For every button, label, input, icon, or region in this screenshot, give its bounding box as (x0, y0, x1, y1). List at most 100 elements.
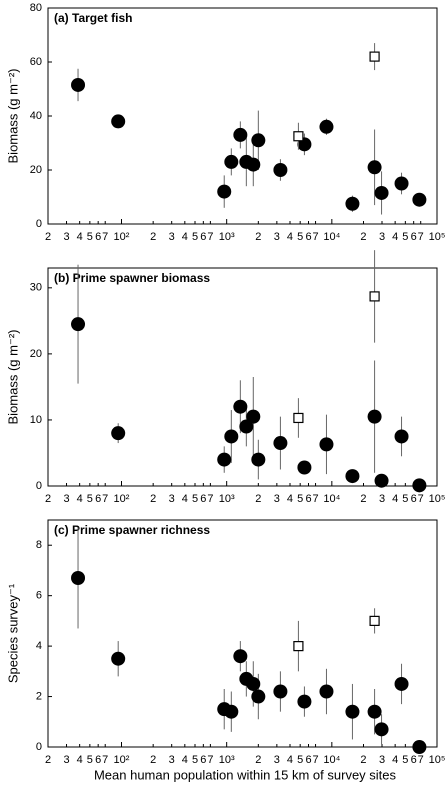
y-axis-label: Biomass (g m⁻²) (5, 69, 20, 164)
x-tick-label: 10² (114, 754, 130, 766)
point (374, 185, 389, 200)
point (319, 119, 334, 134)
point (111, 114, 126, 129)
x-tick-label: 5 (402, 231, 408, 243)
x-tick-label: 6 (411, 493, 417, 505)
y-tick-label: 4 (36, 640, 42, 652)
point (345, 469, 360, 484)
point (412, 478, 427, 493)
x-tick-label: 4 (287, 231, 293, 243)
x-tick-label: 4 (287, 754, 293, 766)
point (71, 77, 86, 92)
point (217, 184, 232, 199)
x-tick-label: 7 (312, 754, 318, 766)
x-tick-label: 10⁵ (429, 754, 446, 766)
x-tick-label: 6 (200, 493, 206, 505)
x-tick-label: 7 (418, 493, 424, 505)
y-tick-label: 20 (30, 164, 42, 176)
x-tick-label: 3 (274, 493, 280, 505)
x-tick-label: 5 (192, 754, 198, 766)
y-tick-label: 80 (30, 2, 42, 14)
point (251, 452, 266, 467)
x-tick-label: 2 (45, 231, 51, 243)
x-tick-label: 7 (207, 231, 213, 243)
x-tick-label: 6 (305, 493, 311, 505)
x-tick-label: 2 (360, 754, 366, 766)
point (374, 722, 389, 737)
x-tick-label: 4 (182, 754, 188, 766)
x-tick-label: 2 (255, 231, 261, 243)
panel-title: (b) Prime spawner biomass (54, 271, 210, 285)
plot-frame (47, 519, 438, 748)
x-tick-label: 3 (63, 231, 69, 243)
x-tick-label: 5 (192, 231, 198, 243)
x-tick-label: 7 (207, 493, 213, 505)
y-tick-label: 0 (36, 480, 42, 492)
y-tick-label: 6 (36, 590, 42, 602)
x-tick-label: 4 (77, 493, 83, 505)
y-tick-label: 30 (30, 282, 42, 294)
x-tick-label: 6 (95, 493, 101, 505)
point (367, 160, 382, 175)
point (319, 684, 334, 699)
point (233, 127, 248, 142)
point (224, 704, 239, 719)
point (246, 409, 261, 424)
x-tick-label: 5 (87, 493, 93, 505)
x-tick-label: 5 (87, 231, 93, 243)
x-tick-label: 4 (182, 231, 188, 243)
point (233, 649, 248, 664)
x-tick-label: 5 (192, 493, 198, 505)
x-tick-label: 2 (150, 754, 156, 766)
point (319, 437, 334, 452)
point (412, 192, 427, 207)
x-tick-label: 10³ (219, 231, 235, 243)
point (374, 473, 389, 488)
x-tick-label: 7 (418, 754, 424, 766)
x-tick-label: 3 (63, 754, 69, 766)
x-tick-label: 5 (402, 754, 408, 766)
y-tick-label: 0 (36, 218, 42, 230)
y-axis-label: Biomass (g m⁻²) (5, 330, 20, 425)
x-tick-label: 7 (102, 754, 108, 766)
x-tick-label: 2 (150, 493, 156, 505)
point (369, 291, 380, 302)
x-tick-label: 3 (63, 493, 69, 505)
x-tick-label: 7 (312, 231, 318, 243)
x-tick-label: 3 (169, 231, 175, 243)
point (233, 399, 248, 414)
y-tick-label: 20 (30, 348, 42, 360)
point (273, 163, 288, 177)
point (369, 615, 380, 626)
x-tick-label: 4 (182, 493, 188, 505)
point (297, 694, 312, 709)
point (297, 460, 312, 475)
point (246, 676, 261, 691)
panel-title: (c) Prime spawner richness (54, 523, 210, 537)
x-tick-label: 7 (102, 231, 108, 243)
x-tick-label: 3 (169, 493, 175, 505)
x-tick-label: 2 (255, 493, 261, 505)
point (224, 154, 239, 169)
point (111, 651, 126, 666)
x-tick-label: 2 (255, 754, 261, 766)
x-tick-label: 3 (274, 231, 280, 243)
point (217, 452, 232, 467)
x-tick-label: 10⁴ (323, 493, 340, 505)
x-tick-label: 6 (200, 231, 206, 243)
x-tick-label: 3 (379, 493, 385, 505)
y-tick-label: 0 (36, 741, 42, 753)
x-tick-label: 3 (379, 754, 385, 766)
plot-frame (47, 267, 438, 487)
x-tick-label: 3 (169, 754, 175, 766)
point (71, 317, 86, 332)
x-tick-label: 4 (392, 754, 398, 766)
x-tick-label: 5 (297, 754, 303, 766)
point (367, 704, 382, 719)
x-axis-label: Mean human population within 15 km of su… (94, 767, 397, 782)
x-tick-label: 5 (297, 493, 303, 505)
y-tick-label: 40 (30, 110, 42, 122)
x-tick-label: 4 (77, 754, 83, 766)
point (293, 131, 304, 142)
